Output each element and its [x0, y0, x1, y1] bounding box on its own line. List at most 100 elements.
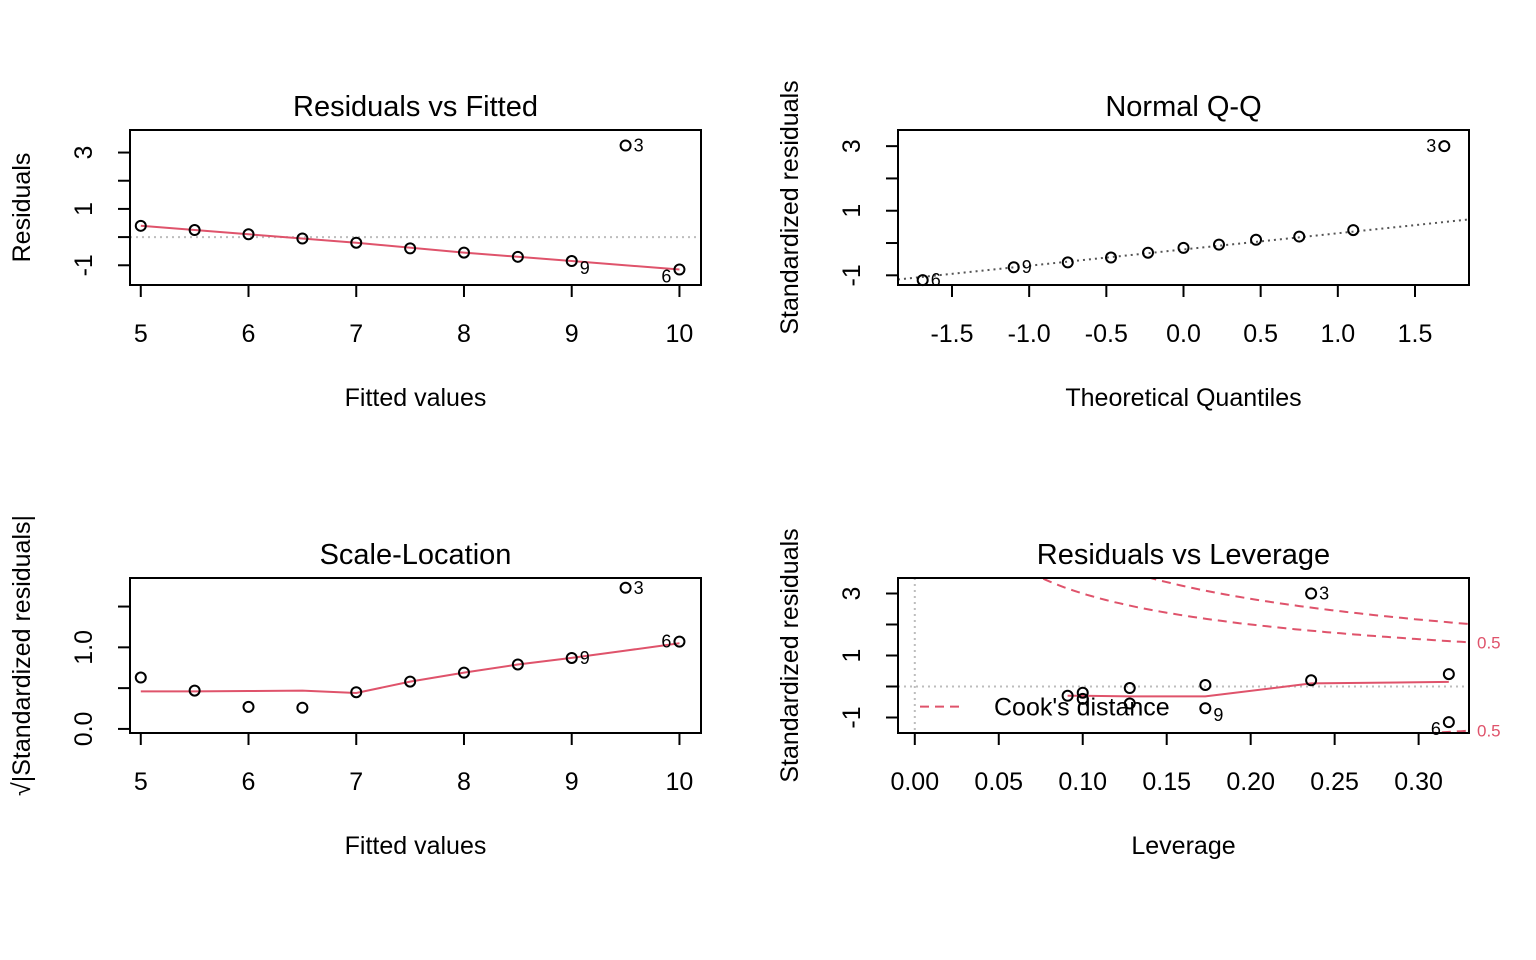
data-point [188, 224, 201, 237]
smoother-line [140, 224, 680, 271]
data-point [565, 255, 578, 268]
data-point [1177, 241, 1190, 254]
point-id-label: 3 [1426, 136, 1436, 156]
x-tick-label: 8 [457, 768, 471, 796]
y-tick-label: 0.0 [70, 712, 98, 747]
data-point [1123, 682, 1136, 695]
data-point [619, 139, 632, 152]
point-id-label: 3 [634, 578, 644, 598]
data-point [511, 658, 524, 671]
x-tick-label: 0.0 [1166, 320, 1201, 348]
data-point [404, 242, 417, 255]
x-tick-label: -1.5 [930, 320, 973, 348]
plot-frame [129, 129, 702, 286]
data-point [1142, 246, 1155, 259]
plot-area [130, 224, 701, 271]
x-tick-label: 7 [349, 320, 363, 348]
data-point [296, 701, 309, 714]
y-tick-label: 3 [838, 139, 866, 153]
point-id-label: 3 [1319, 584, 1329, 604]
plot-area [898, 218, 1469, 281]
data-point [1076, 692, 1089, 705]
plot-title: Residuals vs Fitted [293, 91, 538, 123]
data-point [1104, 251, 1117, 264]
data-point [350, 686, 363, 699]
x-axis: 5 6 7 8 9 10 [134, 284, 694, 348]
x-axis: 5 6 7 8 9 10 [134, 732, 694, 796]
data-point [1076, 686, 1089, 699]
x-tick-label: 0.00 [890, 768, 939, 796]
data-point [134, 219, 147, 232]
y-axis: 0.0 1.0 [70, 605, 131, 747]
plot-frame [897, 129, 1470, 286]
data-point [1293, 230, 1306, 243]
data-point [565, 651, 578, 664]
point-id-label: 6 [931, 270, 941, 290]
x-tick-label: -0.5 [1085, 320, 1128, 348]
panel-1: Normal Q-Q Theoretical Quantiles Standardi… [776, 80, 1470, 412]
y-tick-label: -1 [838, 706, 866, 728]
cooks-distance-contour [1146, 578, 1469, 625]
plot-title: Scale-Location [320, 539, 512, 571]
x-axis-label: Leverage [1131, 832, 1235, 860]
cooks-level-label: 0.5 [1477, 722, 1501, 741]
point-id-label: 9 [580, 648, 590, 668]
qq-reference-line [898, 218, 1469, 281]
data-point [1305, 587, 1318, 600]
x-tick-label: 10 [666, 768, 694, 796]
y-axis-label: Residuals [8, 153, 36, 263]
data-point [242, 700, 255, 713]
data-point [1061, 689, 1074, 702]
y-tick-label: 1 [838, 649, 866, 663]
x-tick-label: 10 [666, 320, 694, 348]
y-tick-label: 3 [70, 146, 98, 160]
smoother-line [140, 642, 680, 695]
y-axis: -1 1 3 [838, 587, 899, 729]
x-axis: 0.00 0.05 0.10 0.15 0.20 0.25 0.30 [890, 732, 1443, 796]
panel-3: Residuals vs Leverage Leverage Standardize… [776, 528, 1501, 860]
x-tick-label: 0.15 [1142, 768, 1191, 796]
point-id-label: 6 [1431, 719, 1441, 739]
data-point [188, 684, 201, 697]
data-point [1199, 678, 1212, 691]
x-axis-label: Fitted values [345, 832, 487, 860]
data-point [296, 232, 309, 245]
data-point [1199, 702, 1212, 715]
y-axis: -1 1 3 [838, 139, 899, 286]
x-tick-label: 8 [457, 320, 471, 348]
data-point [511, 250, 524, 263]
data-point [1442, 716, 1455, 729]
y-tick-label: 1 [838, 204, 866, 218]
y-tick-label: -1 [838, 264, 866, 286]
x-tick-label: 1.5 [1398, 320, 1433, 348]
x-tick-label: -1.0 [1008, 320, 1051, 348]
data-point [619, 581, 632, 594]
panel-0: Residuals vs Fitted Fitted values Residual… [8, 91, 702, 412]
point-id-label: 9 [1213, 705, 1223, 725]
x-tick-label: 1.0 [1320, 320, 1355, 348]
cooks-level-label: 0.5 [1477, 633, 1501, 652]
x-tick-label: 9 [565, 320, 579, 348]
data-point [134, 671, 147, 684]
panel-2: Scale-Location Fitted values √|Standardize… [8, 515, 702, 860]
y-axis-label: Standardized residuals [776, 80, 804, 334]
data-point [350, 236, 363, 249]
data-point [1007, 261, 1020, 274]
smoother-line [1067, 680, 1449, 698]
x-tick-label: 0.25 [1310, 768, 1359, 796]
legend-label: Cook's distance [994, 694, 1170, 722]
data-point [1061, 256, 1074, 269]
y-axis-label: Standardized residuals [776, 528, 804, 782]
data-point [673, 263, 686, 276]
data-point [1212, 238, 1225, 251]
x-tick-label: 0.30 [1394, 768, 1443, 796]
x-axis-label: Theoretical Quantiles [1065, 384, 1301, 412]
x-tick-label: 5 [134, 320, 148, 348]
plot-area [140, 642, 680, 695]
point-id-label: 9 [580, 258, 590, 278]
data-point [1305, 674, 1318, 687]
x-axis: -1.5 -1.0 -0.5 0.0 0.5 1.0 1.5 [930, 284, 1433, 348]
data-point [673, 635, 686, 648]
point-id-label: 6 [661, 632, 671, 652]
y-axis: -1 1 3 [70, 146, 131, 276]
